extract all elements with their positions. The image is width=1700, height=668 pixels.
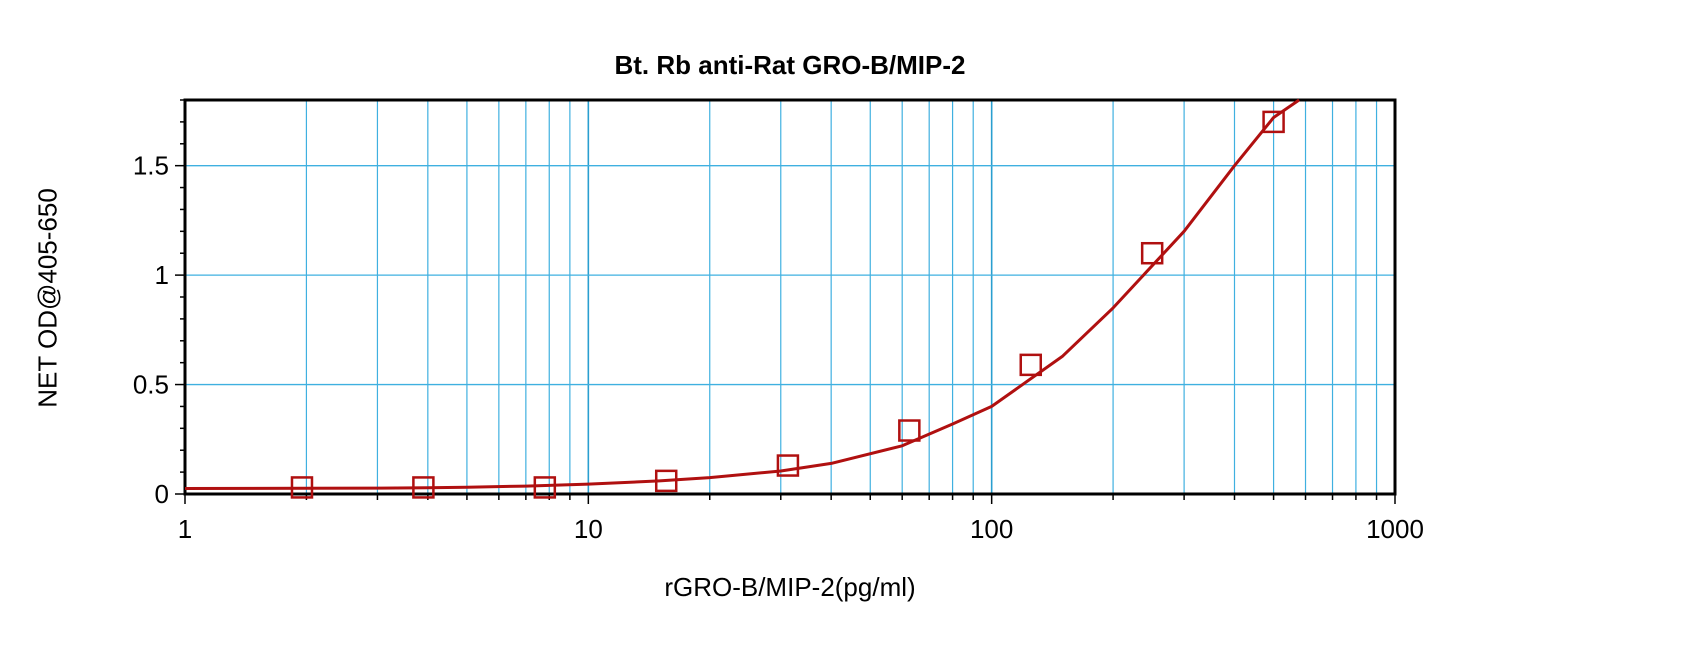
chart-title: Bt. Rb anti-Rat GRO-B/MIP-2 [614, 50, 966, 80]
data-point-marker [412, 476, 435, 499]
data-point-marker [1019, 353, 1043, 377]
x-tick-label: 1 [178, 514, 192, 544]
data-point-marker [776, 454, 800, 477]
data-point-marker [1140, 241, 1164, 265]
y-tick-label: 0 [155, 479, 169, 509]
x-tick-label: 10 [574, 514, 603, 544]
plot-frame [183, 98, 1397, 496]
data-point-marker [1262, 110, 1285, 134]
y-tick-label: 0.5 [133, 370, 169, 400]
fit-curve-line [184, 98, 1300, 490]
data-point-marker [898, 419, 921, 442]
data-point-marker [290, 476, 314, 499]
x-axis-label: rGRO-B/MIP-2(pg/ml) [664, 572, 916, 602]
data-point-marker [533, 476, 557, 499]
x-tick-label: 1000 [1366, 514, 1424, 544]
x-tick-label: 100 [970, 514, 1013, 544]
y-tick-label: 1 [155, 260, 169, 290]
y-tick-label: 1.5 [133, 151, 169, 181]
data-point-marker [654, 469, 678, 493]
